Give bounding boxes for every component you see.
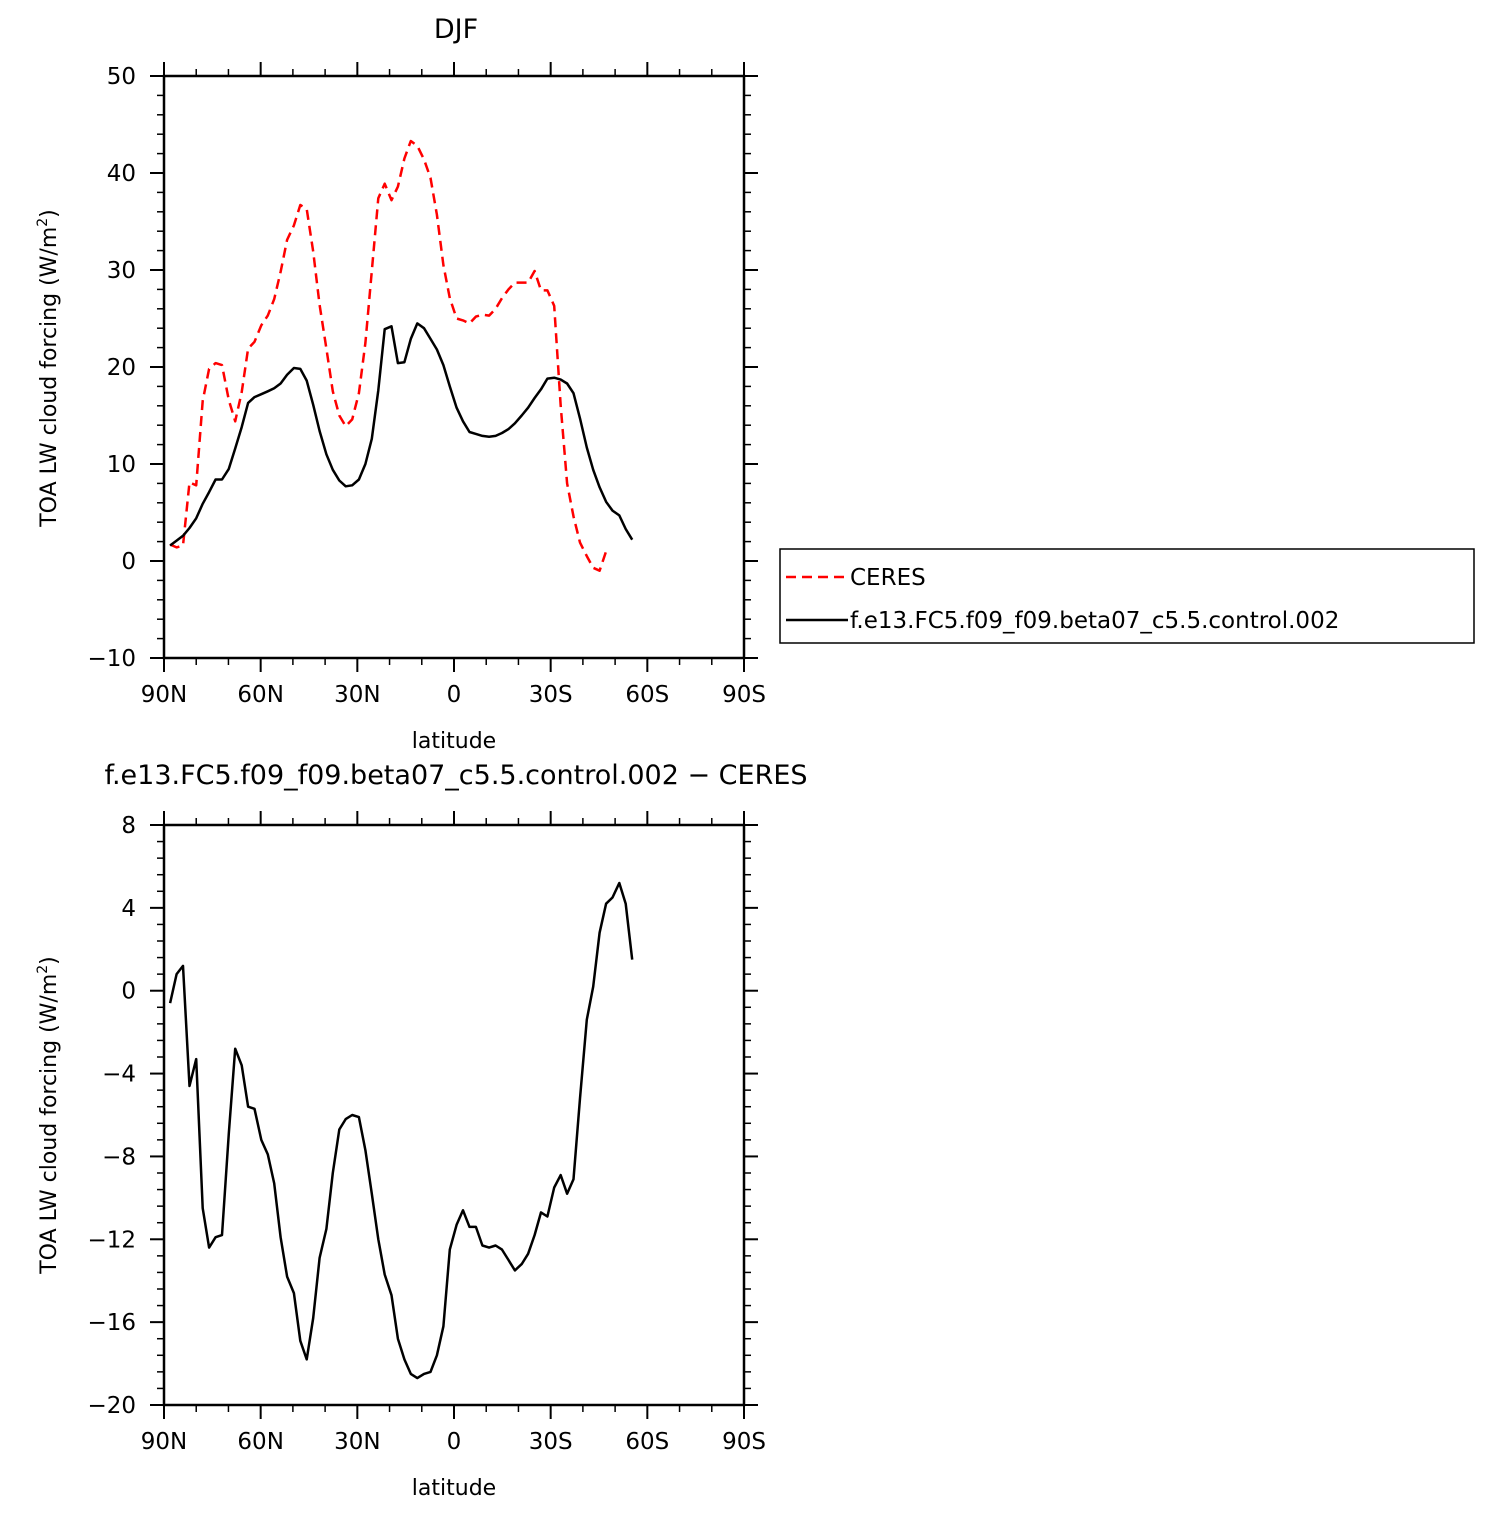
x-tick-label: 90S <box>722 1429 766 1455</box>
y-tick-label: 30 <box>107 258 136 284</box>
top-y-axis-label: TOA LW cloud forcing (W/m2) <box>35 209 62 528</box>
y-tick-label: −20 <box>87 1393 136 1419</box>
series-line-difference <box>168 881 634 1380</box>
top-x-axis-label: latitude <box>412 729 496 754</box>
bottom-y-axis-label-sup: 2 <box>35 965 51 974</box>
y-tick-label: −12 <box>87 1227 136 1253</box>
legend-label-ceres: CERES <box>850 565 926 591</box>
y-tick-label: 50 <box>107 64 136 90</box>
bottom-panel: f.e13.FC5.f09_f09.beta07_c5.5.control.00… <box>35 760 808 1501</box>
top-y-axis-label-main: TOA LW cloud forcing (W/m <box>37 227 62 528</box>
legend: CERES f.e13.FC5.f09_f09.beta07_c5.5.cont… <box>779 548 1475 644</box>
y-tick-label: 4 <box>121 896 136 922</box>
y-tick-label: 40 <box>107 161 136 187</box>
x-tick-label: 90S <box>722 682 766 708</box>
y-tick-label: 0 <box>121 549 136 575</box>
y-tick-label: 0 <box>121 979 136 1005</box>
bottom-x-axis-label: latitude <box>412 1476 496 1501</box>
bottom-plot-frame <box>162 823 746 1407</box>
x-tick-label: 0 <box>447 682 462 708</box>
top-chart-title: DJF <box>434 14 478 45</box>
y-tick-label: 10 <box>107 452 136 478</box>
bottom-series-lines <box>168 881 634 1380</box>
x-tick-label: 30S <box>529 1429 573 1455</box>
x-tick-label: 30N <box>334 1429 380 1455</box>
x-tick-label: 90N <box>141 1429 187 1455</box>
x-tick-label: 60S <box>625 1429 669 1455</box>
y-tick-label: −10 <box>87 646 136 672</box>
bottom-y-axis-label-close: ) <box>37 956 62 965</box>
bottom-y-axis-label-main: TOA LW cloud forcing (W/m <box>37 974 62 1275</box>
bottom-y-axis-label: TOA LW cloud forcing (W/m2) <box>35 956 62 1275</box>
y-tick-label: −16 <box>87 1310 136 1336</box>
x-tick-label: 0 <box>447 1429 462 1455</box>
top-panel: DJF 90N 60N 30N 0 30S 60S 90S −10 0 10 20 30 40 50 la… <box>35 14 1475 754</box>
y-tick-label: 8 <box>121 813 136 839</box>
top-plot-frame <box>162 74 746 660</box>
top-series-lines <box>169 139 634 572</box>
series-line-f-e13-fc5-f09-f09-beta07-c5-5-control-002 <box>169 322 634 547</box>
y-tick-label: −8 <box>102 1144 136 1170</box>
bottom-chart-title: f.e13.FC5.f09_f09.beta07_c5.5.control.00… <box>104 760 807 791</box>
y-tick-label: −4 <box>102 1062 136 1088</box>
x-tick-label: 30N <box>334 682 380 708</box>
x-tick-label: 60N <box>237 1429 283 1455</box>
x-tick-label: 60S <box>625 682 669 708</box>
legend-label-model: f.e13.FC5.f09_f09.beta07_c5.5.control.00… <box>850 608 1339 634</box>
top-axis-ticks: 90N 60N 30N 0 30S 60S 90S −10 0 10 20 30 40 50 <box>87 62 766 708</box>
series-line-ceres <box>169 139 608 572</box>
bottom-axis-ticks: 90N 60N 30N 0 30S 60S 90S −20 −16 −12 −8 −4 0 4 8 <box>87 811 766 1455</box>
top-y-axis-label-sup: 2 <box>35 218 51 227</box>
y-tick-label: 20 <box>107 355 136 381</box>
top-y-axis-label-close: ) <box>37 209 62 218</box>
x-tick-label: 90N <box>141 682 187 708</box>
legend-box <box>779 548 1475 644</box>
x-tick-label: 60N <box>237 682 283 708</box>
x-tick-label: 30S <box>529 682 573 708</box>
